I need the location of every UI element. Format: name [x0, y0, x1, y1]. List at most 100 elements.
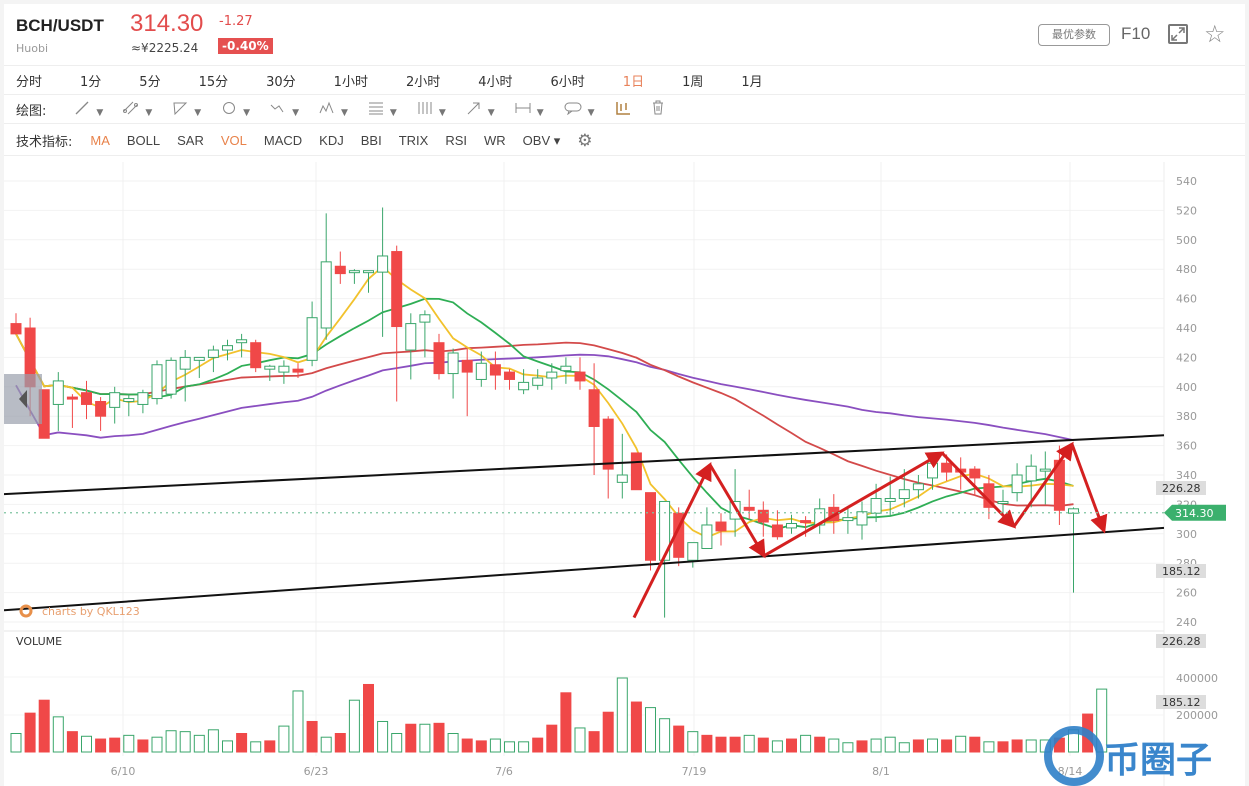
ticker-header: BCH/USDT Huobi 314.30 ≈¥2225.24 -1.27 -0…	[4, 4, 1245, 66]
timeframe-tab[interactable]: 6小时	[550, 75, 585, 90]
price-change: -1.27	[219, 14, 253, 29]
svg-text:314.30: 314.30	[1175, 507, 1214, 520]
y-tick: 400	[1176, 381, 1197, 394]
timeframe-tab[interactable]: 1小时	[333, 75, 368, 90]
chart-window: BCH/USDT Huobi 314.30 ≈¥2225.24 -1.27 -0…	[4, 4, 1245, 786]
timeframe-tab[interactable]: 4小时	[478, 75, 513, 90]
y-tick: 520	[1176, 204, 1197, 217]
x-tick: 8/1	[872, 765, 890, 778]
qkl-logo-icon	[19, 604, 33, 618]
volume-bars	[10, 677, 1108, 753]
volume-label: VOLUME	[16, 635, 62, 648]
optimal-params-button[interactable]: 最优参数	[1038, 24, 1110, 46]
line-tool-icon[interactable]: ▼	[74, 101, 103, 119]
ma-line	[15, 333, 1074, 507]
zigzag-arrow[interactable]	[1070, 443, 1108, 534]
x-tick: 7/6	[495, 765, 513, 778]
svg-text:币圈子: 币圈子	[1104, 740, 1212, 781]
candlestick-chart[interactable]: 5405205004804604404204003803603403203002…	[4, 157, 1245, 786]
f10-button[interactable]: F10	[1121, 24, 1151, 43]
x-tick: 7/19	[682, 765, 707, 778]
marker-low	[1156, 564, 1206, 578]
timeframe-tab[interactable]: 15分	[198, 75, 229, 90]
svg-text:226.28: 226.28	[1162, 635, 1201, 648]
site-logo: 币圈子	[1044, 726, 1212, 786]
zigzag-arrow[interactable]	[763, 451, 945, 558]
indicator-wr[interactable]: WR	[484, 133, 506, 148]
x-tick: 8/14	[1058, 765, 1083, 778]
watermark-text: charts by QKL123	[42, 605, 140, 618]
pattern-tool-icon[interactable]: ▼	[319, 101, 348, 119]
channel-lower-line[interactable]	[4, 526, 1165, 612]
fullscreen-icon[interactable]	[1168, 24, 1188, 44]
ma-line	[15, 353, 1074, 441]
y-tick: 460	[1176, 293, 1197, 306]
indicator-trix[interactable]: TRIX	[398, 133, 429, 148]
timeframe-tab[interactable]: 5分	[139, 75, 161, 90]
timeframe-tab[interactable]: 分时	[16, 75, 43, 90]
symbol-title: BCH/USDT	[16, 16, 104, 35]
candle-style-icon[interactable]	[615, 101, 631, 119]
indicator-boll[interactable]: BOLL	[126, 133, 161, 148]
indicator-rsi[interactable]: RSI	[445, 133, 467, 148]
indicator-kdj[interactable]: KDJ	[319, 133, 344, 148]
y-tick: 300	[1176, 528, 1197, 541]
timeframe-tab[interactable]: 1分	[80, 75, 102, 90]
y-tick: 240	[1176, 616, 1197, 629]
marker-high	[1156, 481, 1206, 495]
grid	[4, 162, 1165, 786]
timeframe-tab[interactable]: 1月	[741, 75, 763, 90]
candles	[10, 207, 1079, 618]
indicator-macd[interactable]: MACD	[263, 133, 303, 148]
y-tick: 540	[1176, 175, 1197, 188]
timeframe-tab[interactable]: 2小时	[405, 75, 441, 90]
indicator-bar: 技术指标: MA BOLL SAR VOL MACD KDJ BBI TRIX RSI WR OBV …	[4, 126, 1245, 156]
trash-icon[interactable]	[651, 100, 665, 119]
timeframe-tab[interactable]: 1周	[682, 75, 704, 90]
fibonacci-tool-icon[interactable]: ▼	[368, 102, 397, 118]
wave-tool-icon[interactable]: ▼	[270, 101, 299, 119]
y-tick: 500	[1176, 234, 1197, 247]
zigzag-arrow[interactable]	[632, 462, 712, 619]
parallel-channel-tool-icon[interactable]: ▼	[123, 101, 152, 119]
y-tick: 440	[1176, 322, 1197, 335]
exchange-name: Huobi	[16, 42, 49, 55]
triangle-tool-icon[interactable]: ▼	[172, 101, 201, 119]
y-tick: 380	[1176, 410, 1197, 423]
vol-marker-low	[1156, 695, 1206, 709]
zigzag-arrow[interactable]	[940, 451, 1017, 529]
indicator-ma[interactable]: MA	[90, 133, 110, 148]
zigzag-arrow[interactable]	[708, 463, 766, 559]
channel-upper-line[interactable]	[4, 434, 1165, 496]
indicator-obv[interactable]: OBV ▾	[522, 132, 561, 148]
y-tick: 260	[1176, 587, 1197, 600]
vertical-lines-tool-icon[interactable]: ▼	[418, 101, 446, 118]
y-tick: 360	[1176, 440, 1197, 453]
drawing-label: 绘图:	[16, 104, 47, 119]
label-tool-icon[interactable]: ▼	[564, 101, 595, 119]
volume-tick: 400000	[1176, 672, 1218, 685]
circle-tool-icon[interactable]: ▼	[221, 101, 250, 119]
svg-text:185.12: 185.12	[1162, 696, 1201, 709]
y-tick: 340	[1176, 469, 1197, 482]
chevron-left-icon	[19, 390, 27, 408]
ma-line	[15, 297, 1074, 530]
ma-line	[15, 265, 1074, 539]
indicator-bbi[interactable]: BBI	[360, 133, 382, 148]
measure-tool-icon[interactable]: ▼	[515, 101, 544, 119]
arrow-tool-icon[interactable]: ▼	[466, 101, 495, 119]
timeframe-tab[interactable]: 1日	[622, 75, 645, 90]
favorite-star-icon[interactable]: ☆	[1204, 20, 1226, 48]
indicator-sar[interactable]: SAR	[177, 133, 204, 148]
y-tick: 480	[1176, 263, 1197, 276]
timeframe-tab[interactable]: 30分	[266, 75, 296, 90]
zigzag-arrow[interactable]	[1012, 441, 1074, 528]
last-price-tag	[1164, 504, 1226, 521]
price-cny: ≈¥2225.24	[131, 41, 199, 55]
x-tick: 6/23	[304, 765, 329, 778]
change-percent-badge: -0.40%	[218, 38, 273, 54]
indicator-vol[interactable]: VOL	[220, 133, 247, 148]
indicators-label: 技术指标:	[16, 135, 73, 150]
svg-text:226.28: 226.28	[1162, 482, 1201, 495]
settings-gear-icon[interactable]: ⚙	[577, 130, 593, 151]
